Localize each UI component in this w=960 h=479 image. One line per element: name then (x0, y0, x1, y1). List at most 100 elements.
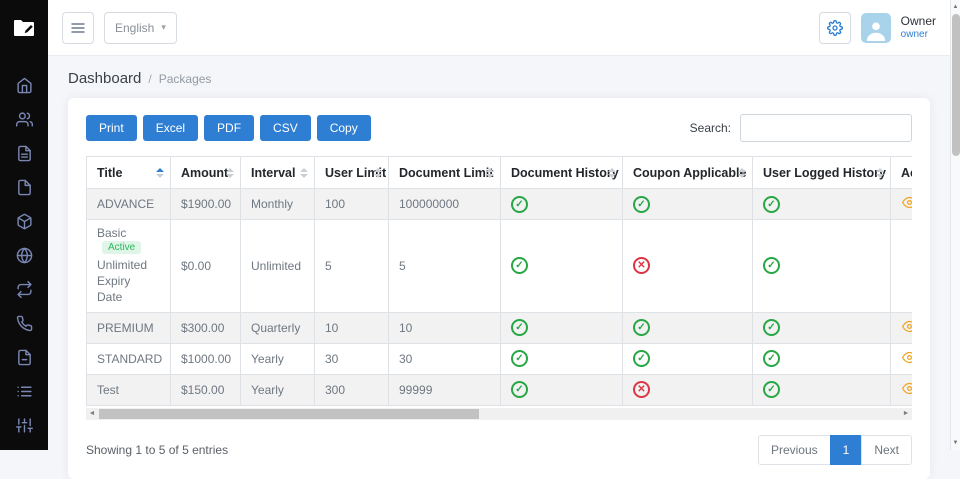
vertical-scrollbar[interactable]: ▲ ▼ (950, 0, 960, 450)
horizontal-scrollbar[interactable]: ◄ ► (86, 408, 912, 420)
avatar[interactable] (861, 13, 891, 43)
x-circle-icon: ✕ (633, 381, 650, 398)
amount-cell: $1000.00 (171, 343, 241, 374)
coupon-applicable-cell: ✕ (623, 374, 753, 405)
check-circle-icon: ✓ (763, 196, 780, 213)
breadcrumb-dashboard[interactable]: Dashboard (68, 70, 141, 87)
home-icon (16, 77, 33, 94)
title-cell: Test (87, 374, 171, 405)
coupon-applicable-cell: ✓ (623, 343, 753, 374)
sidebar-nav (0, 56, 48, 435)
check-circle-icon: ✓ (633, 196, 650, 213)
search-input[interactable] (740, 114, 912, 142)
repeat-arrows-icon (16, 281, 33, 298)
list-icon (16, 383, 33, 400)
sidebar-item-settings[interactable] (11, 416, 37, 435)
breadcrumb-packages: Packages (159, 72, 212, 86)
csv-button[interactable]: CSV (260, 115, 311, 141)
scroll-up-icon[interactable]: ▲ (951, 1, 960, 13)
col-header-user-limit[interactable]: User Limit (315, 157, 389, 189)
search-label: Search: (690, 121, 731, 135)
user-meta[interactable]: Owner owner (901, 14, 936, 42)
package-subtitle: Unlimited Expiry Date (97, 257, 159, 306)
user-logged-history-cell: ✓ (753, 343, 891, 374)
hamburger-icon (70, 20, 86, 36)
chevron-down-icon: ▾ (161, 22, 166, 33)
document-history-cell: ✓ (501, 374, 623, 405)
table-row[interactable]: ADVANCE $1900.00 Monthly 100 100000000 ✓… (87, 189, 913, 220)
document-history-cell: ✓ (501, 220, 623, 313)
topbar: English ▾ Owner owner (48, 0, 950, 56)
table-row[interactable]: PREMIUM $300.00 Quarterly 10 10 ✓ ✓ ✓ (87, 312, 913, 343)
amount-cell: $300.00 (171, 312, 241, 343)
sidebar-item-support[interactable] (11, 314, 37, 333)
document-limit-cell: 100000000 (389, 189, 501, 220)
col-header-document-history[interactable]: Document History (501, 157, 623, 189)
view-eye-icon[interactable] (901, 381, 912, 396)
col-header-amount[interactable]: Amount (171, 157, 241, 189)
settings-button[interactable] (819, 12, 851, 44)
view-eye-icon[interactable] (901, 195, 912, 210)
col-header-document-limit[interactable]: Document Limit (389, 157, 501, 189)
action-cell (891, 343, 913, 374)
print-button[interactable]: Print (86, 115, 137, 141)
check-circle-icon: ✓ (763, 257, 780, 274)
col-header-interval[interactable]: Interval (241, 157, 315, 189)
sort-carets-icon (876, 168, 884, 178)
view-eye-icon[interactable] (901, 319, 912, 334)
interval-cell: Quarterly (241, 312, 315, 343)
table-row[interactable]: STANDARD $1000.00 Yearly 30 30 ✓ ✓ ✓ (87, 343, 913, 374)
pdf-button[interactable]: PDF (204, 115, 254, 141)
sort-carets-icon (300, 168, 308, 178)
packages-table: Title Amount Interval User Limit Documen… (86, 156, 912, 406)
globe-icon (16, 247, 33, 264)
coupon-applicable-cell: ✕ (623, 220, 753, 313)
packages-card: Print Excel PDF CSV Copy Search: (68, 98, 930, 479)
app-logo[interactable] (0, 0, 48, 56)
status-badge: Active (102, 241, 141, 254)
sidebar-item-users[interactable] (11, 110, 37, 129)
sidebar-item-documents[interactable] (11, 144, 37, 163)
main-content: Dashboard / Packages Print Excel PDF CSV… (48, 56, 950, 450)
folder-logo-icon (12, 16, 36, 40)
sidebar-item-reports[interactable] (11, 348, 37, 367)
action-cell (891, 220, 913, 313)
sidebar-item-dashboard[interactable] (11, 76, 37, 95)
sidebar (0, 0, 48, 450)
check-circle-icon: ✓ (511, 257, 528, 274)
vertical-scrollbar-thumb[interactable] (952, 14, 960, 156)
scroll-down-icon[interactable]: ▼ (951, 437, 960, 449)
excel-button[interactable]: Excel (143, 115, 198, 141)
col-header-user-logged-history[interactable]: User Logged History (753, 157, 891, 189)
document-history-cell: ✓ (501, 189, 623, 220)
sort-carets-icon (738, 168, 746, 178)
view-eye-icon[interactable] (901, 350, 912, 365)
table-row[interactable]: Test $150.00 Yearly 300 99999 ✓ ✕ ✓ (87, 374, 913, 405)
package-title: ADVANCE (97, 197, 154, 211)
col-header-coupon-applicable[interactable]: Coupon Applicable (623, 157, 753, 189)
user-logged-history-cell: ✓ (753, 374, 891, 405)
sidebar-item-templates[interactable] (11, 178, 37, 197)
document-history-cell: ✓ (501, 343, 623, 374)
file-icon (16, 179, 33, 196)
package-title: Test (97, 383, 119, 397)
sidebar-item-logs[interactable] (11, 382, 37, 401)
scroll-right-icon[interactable]: ► (900, 408, 912, 420)
horizontal-scrollbar-thumb[interactable] (99, 409, 479, 419)
user-icon (865, 17, 887, 43)
user-limit-cell: 300 (315, 374, 389, 405)
copy-button[interactable]: Copy (317, 115, 371, 141)
menu-toggle-button[interactable] (62, 12, 94, 44)
language-select[interactable]: English ▾ (104, 12, 177, 44)
col-header-title[interactable]: Title (87, 157, 171, 189)
sidebar-item-transactions[interactable] (11, 280, 37, 299)
sidebar-item-packages[interactable] (11, 212, 37, 231)
user-logged-history-cell: ✓ (753, 220, 891, 313)
x-circle-icon: ✕ (633, 257, 650, 274)
col-header-action[interactable]: Action (891, 157, 913, 189)
title-cell: PREMIUM (87, 312, 171, 343)
sidebar-item-website[interactable] (11, 246, 37, 265)
scroll-left-icon[interactable]: ◄ (86, 408, 98, 420)
